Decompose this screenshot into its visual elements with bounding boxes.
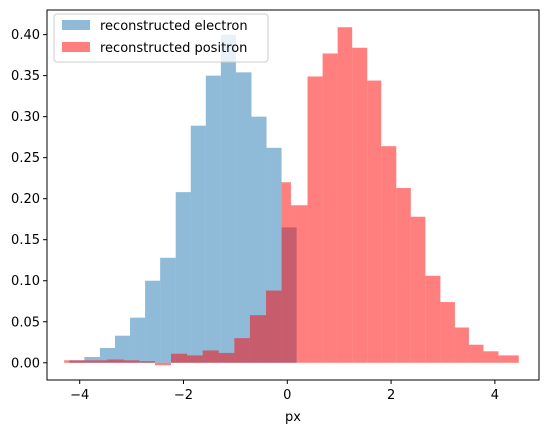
histogram-bar bbox=[171, 353, 188, 363]
y-tick-label: 0.00 bbox=[11, 356, 40, 371]
axes-frame bbox=[46, 9, 540, 381]
histogram-bar bbox=[84, 357, 100, 363]
x-tick-label: 2 bbox=[387, 388, 395, 403]
legend: reconstructed electron reconstructed pos… bbox=[53, 13, 269, 63]
histogram-bar bbox=[498, 355, 519, 363]
x-axis-label: px bbox=[285, 410, 301, 425]
histogram-bar bbox=[266, 290, 282, 363]
legend-label-positron: reconstructed positron bbox=[100, 41, 247, 56]
histogram-bar bbox=[114, 335, 131, 363]
histogram-bar bbox=[281, 182, 291, 363]
legend-swatch-electron bbox=[62, 20, 90, 30]
histogram-bar bbox=[190, 125, 206, 363]
y-axis: 0.00 0.05 0.10 0.15 0.20 0.25 0.30 0.35 0.40 bbox=[11, 28, 47, 371]
x-tick-label: −4 bbox=[70, 388, 89, 403]
legend-label-electron: reconstructed electron bbox=[100, 19, 248, 34]
histogram-bar bbox=[187, 355, 203, 363]
histogram-bar bbox=[396, 188, 411, 363]
x-tick-label: −2 bbox=[174, 388, 193, 403]
histogram-bar bbox=[290, 205, 308, 363]
histogram-bar bbox=[440, 302, 455, 363]
histogram-bar bbox=[410, 216, 426, 363]
histogram-bar bbox=[235, 72, 252, 363]
histogram-bar bbox=[220, 34, 236, 363]
y-tick-label: 0.25 bbox=[11, 151, 40, 166]
histogram-bar bbox=[175, 192, 191, 363]
histogram-bar bbox=[454, 327, 469, 363]
x-tick-label: 4 bbox=[491, 388, 499, 403]
histogram-bar bbox=[64, 360, 108, 363]
histogram-bar bbox=[107, 359, 124, 363]
histogram-bar bbox=[337, 27, 353, 363]
histogram-bar bbox=[202, 350, 219, 363]
histogram-bar bbox=[130, 317, 146, 363]
y-tick-label: 0.35 bbox=[11, 69, 40, 84]
histogram-bar bbox=[381, 146, 397, 363]
histogram-bar bbox=[367, 80, 382, 363]
x-tick-label: 0 bbox=[283, 388, 291, 403]
histogram-bar bbox=[99, 348, 115, 363]
y-tick-label: 0.05 bbox=[11, 315, 40, 330]
histogram-bar bbox=[139, 361, 155, 363]
histogram-bar bbox=[483, 351, 499, 363]
y-tick-label: 0.20 bbox=[11, 192, 40, 207]
histogram-bar bbox=[251, 116, 267, 363]
legend-swatch-positron bbox=[62, 42, 90, 52]
histogram-bar bbox=[145, 280, 161, 363]
series-positron bbox=[64, 27, 519, 366]
histogram-bar bbox=[425, 275, 441, 363]
plot-area bbox=[64, 27, 519, 366]
legend-box bbox=[53, 13, 269, 63]
histogram-bar bbox=[123, 360, 140, 363]
histogram-bar bbox=[468, 344, 484, 363]
x-axis: −4 −2 0 2 4 bbox=[70, 380, 499, 403]
histogram-bar bbox=[352, 47, 368, 363]
histogram-bar bbox=[160, 257, 176, 363]
y-tick-label: 0.15 bbox=[11, 233, 40, 248]
histogram-bar bbox=[205, 75, 221, 363]
y-tick-label: 0.30 bbox=[11, 110, 40, 125]
histogram-bar bbox=[218, 352, 235, 363]
histogram-bar bbox=[307, 76, 323, 363]
histogram-bar bbox=[234, 338, 250, 363]
histogram-bar bbox=[154, 362, 172, 366]
y-tick-label: 0.40 bbox=[11, 28, 40, 43]
histogram-bar bbox=[249, 315, 267, 363]
histogram-bar bbox=[322, 53, 338, 363]
y-tick-label: 0.10 bbox=[11, 274, 40, 289]
